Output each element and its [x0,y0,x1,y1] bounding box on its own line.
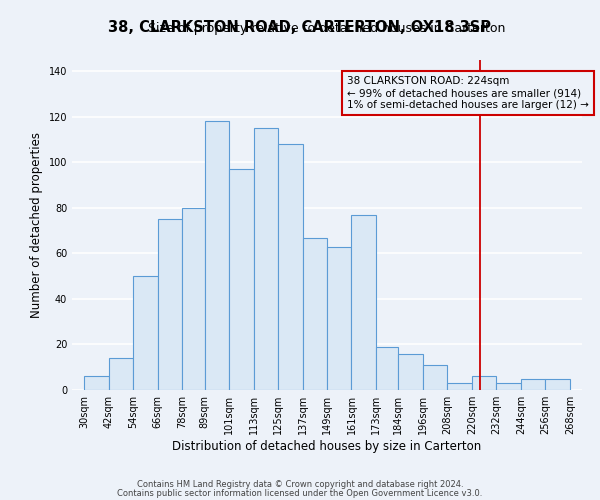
Bar [84,376,109,390]
Bar [327,246,352,390]
Bar [352,215,376,390]
Bar [254,128,278,390]
Bar [448,383,472,390]
Bar [205,122,229,390]
X-axis label: Distribution of detached houses by size in Carterton: Distribution of detached houses by size … [172,440,482,453]
Bar [398,354,423,390]
Bar [423,365,448,390]
Bar [278,144,302,390]
Bar [545,378,570,390]
Text: 38, CLARKSTON ROAD, CARTERTON, OX18 3SP: 38, CLARKSTON ROAD, CARTERTON, OX18 3SP [109,20,491,35]
Text: Contains HM Land Registry data © Crown copyright and database right 2024.: Contains HM Land Registry data © Crown c… [137,480,463,489]
Bar [472,376,496,390]
Bar [496,383,521,390]
Bar [376,347,398,390]
Title: Size of property relative to detached houses in Carterton: Size of property relative to detached ho… [148,22,506,35]
Y-axis label: Number of detached properties: Number of detached properties [30,132,43,318]
Bar [158,220,182,390]
Text: 38 CLARKSTON ROAD: 224sqm
← 99% of detached houses are smaller (914)
1% of semi-: 38 CLARKSTON ROAD: 224sqm ← 99% of detac… [347,76,589,110]
Bar [229,169,254,390]
Bar [302,238,327,390]
Bar [133,276,158,390]
Bar [521,378,545,390]
Text: Contains public sector information licensed under the Open Government Licence v3: Contains public sector information licen… [118,488,482,498]
Bar [109,358,133,390]
Bar [182,208,205,390]
